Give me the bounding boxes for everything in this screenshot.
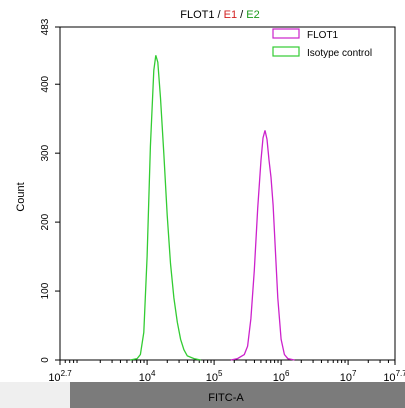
y-tick-label: 300: [40, 144, 51, 161]
x-tick-label: 105: [206, 369, 223, 384]
title-part-2: E1: [224, 9, 237, 21]
bottom-bar-light: [0, 382, 70, 408]
x-tick-exponent: 7.7: [396, 369, 405, 378]
title-part-1: /: [214, 9, 223, 21]
x-tick-label: 107.7: [383, 369, 405, 384]
y-axis-label: Count: [15, 182, 27, 211]
x-tick-label: 102.7: [48, 369, 72, 384]
x-tick-label: 107: [340, 369, 357, 384]
legend-swatch-0: [272, 28, 300, 39]
x-tick-exponent: 2.7: [61, 369, 73, 378]
title-part-3: /: [237, 9, 246, 21]
x-tick-exponent: 7: [352, 369, 357, 378]
series-group: [130, 55, 295, 361]
chart-title: FLOT1 / E1 / E2: [180, 9, 260, 21]
x-axis: 102.7 104 105 106 107 107.7: [48, 360, 405, 384]
y-tick-label: 0: [40, 357, 51, 363]
x-tick-exponent: 4: [151, 369, 156, 378]
series-line-1: [130, 55, 201, 361]
title-text: FLOT1 / E1 / E2: [180, 9, 260, 21]
x-tick-exponent: 6: [285, 369, 290, 378]
x-tick-exponent: 5: [218, 369, 223, 378]
y-tick-label: 100: [40, 282, 51, 299]
x-tick-base: 10: [273, 372, 285, 384]
plot-area: [59, 26, 396, 361]
legend-label-1: Isotype control: [307, 48, 372, 59]
x-tick-label: 106: [273, 369, 290, 384]
x-tick-base: 10: [383, 372, 395, 384]
legend: FLOT1 Isotype control: [272, 28, 372, 59]
x-tick-base: 10: [340, 372, 352, 384]
y-tick-label: 400: [40, 75, 51, 92]
legend-label-0: FLOT1: [307, 30, 339, 41]
x-tick-base: 10: [206, 372, 218, 384]
y-tick-label: 200: [40, 213, 51, 230]
legend-swatch-1: [272, 46, 300, 57]
y-axis: 0 100 200 300 400 483: [40, 18, 60, 363]
x-tick-base: 10: [139, 372, 151, 384]
title-part-0: FLOT1: [180, 9, 214, 21]
title-part-4: E2: [246, 9, 259, 21]
x-tick-base: 10: [48, 372, 60, 384]
series-line-0: [230, 130, 295, 361]
y-tick-label: 483: [40, 18, 51, 35]
x-tick-label: 104: [139, 369, 156, 384]
